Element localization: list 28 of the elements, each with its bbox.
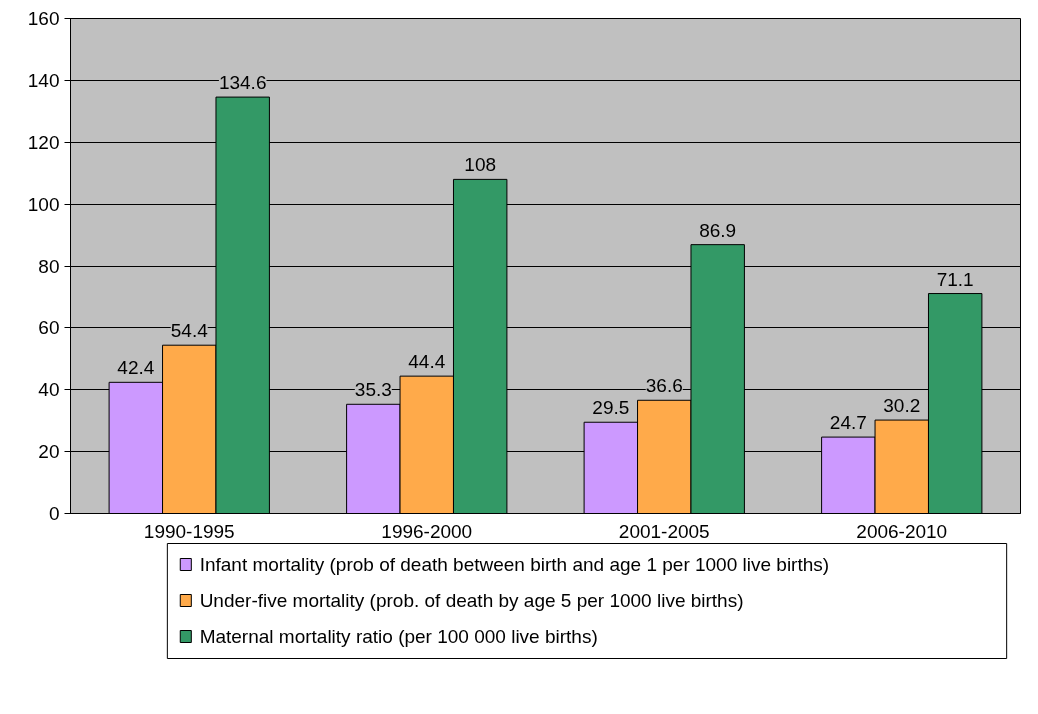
data-label: 71.1 <box>936 268 974 290</box>
y-tick-label: 120 <box>27 131 60 153</box>
legend-label: Under-five mortality (prob. of death by age 5 per 1000 live births) <box>199 590 744 611</box>
data-label: 36.6 <box>645 375 683 397</box>
data-label: 86.9 <box>699 219 737 241</box>
legend-label: Infant mortality (prob of death between birth and age 1 per 1000 live births) <box>199 554 830 575</box>
data-label: 108 <box>464 154 497 176</box>
x-tick-label: 2006-2010 <box>856 520 948 542</box>
data-label: 42.4 <box>117 357 155 379</box>
data-label: 29.5 <box>592 397 630 419</box>
y-tick-label: 60 <box>38 317 60 339</box>
y-tick-label: 40 <box>38 379 60 401</box>
y-tick-label: 140 <box>27 69 60 91</box>
x-tick-label: 2001-2005 <box>618 520 710 542</box>
x-tick-label: 1996-2000 <box>381 520 473 542</box>
data-label: 54.4 <box>170 320 209 342</box>
legend-label: Maternal mortality ratio (per 100 000 live births) <box>199 626 598 647</box>
y-tick-label: 160 <box>27 8 60 29</box>
data-label: 134.6 <box>218 72 267 94</box>
y-tick-label: 80 <box>38 255 60 277</box>
data-label: 35.3 <box>354 379 392 401</box>
x-tick-label: 1990-1995 <box>143 520 235 542</box>
y-tick-label: 20 <box>38 441 60 463</box>
data-label: 30.2 <box>883 395 921 417</box>
y-tick-label: 0 <box>48 503 60 524</box>
data-label: 44.4 <box>408 351 446 373</box>
data-label: 24.7 <box>829 412 867 434</box>
y-tick-label: 100 <box>27 193 60 215</box>
